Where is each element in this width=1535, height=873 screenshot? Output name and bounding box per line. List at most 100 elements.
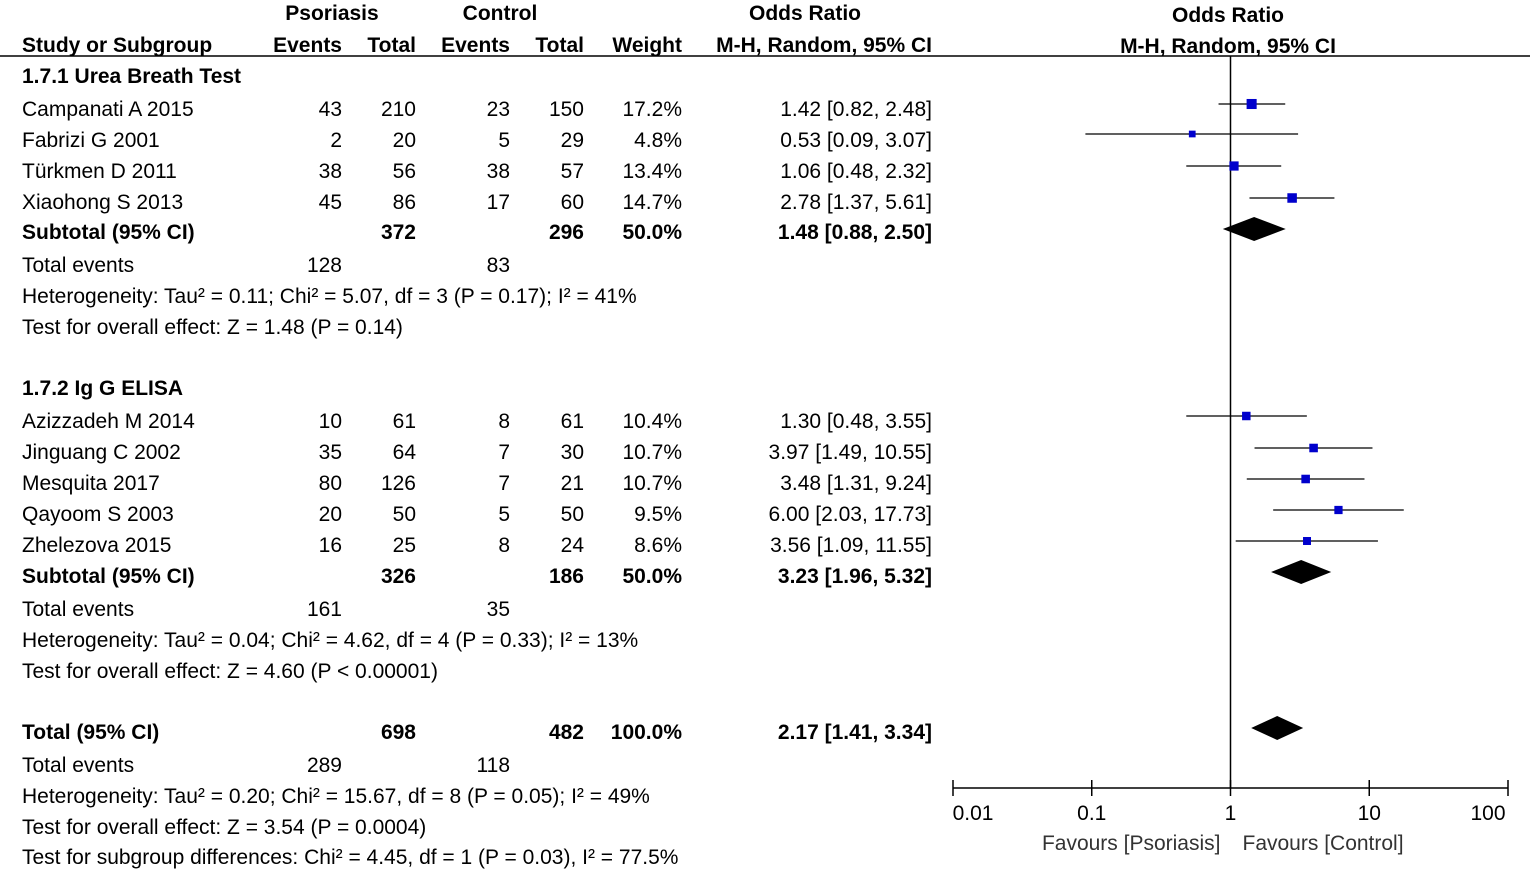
weight: 9.5% <box>634 503 682 526</box>
events2: 5 <box>498 129 510 152</box>
x-tick-label: 100 <box>1470 802 1505 825</box>
study-marker <box>1334 505 1343 515</box>
total-events2: 118 <box>476 754 510 777</box>
study-marker <box>1303 537 1312 545</box>
total1: 86 <box>392 191 416 214</box>
total-events2: 83 <box>486 254 510 277</box>
subtotal-total2: 186 <box>548 565 584 588</box>
weight: 17.2% <box>622 98 682 121</box>
total2: 29 <box>560 129 584 152</box>
subtotal-weight: 50.0% <box>622 221 682 244</box>
events2: 17 <box>486 191 510 214</box>
forest-table: Psoriasis Control Odds Ratio Study or Su… <box>22 2 932 869</box>
events1: 38 <box>318 160 342 183</box>
odds-ratio-ci: 0.53 [0.09, 3.07] <box>780 129 932 152</box>
odds-ratio-ci: 3.48 [1.31, 9.24] <box>780 472 932 495</box>
total1-column-header: Total <box>367 34 416 57</box>
overall-effect-text: Test for overall effect: Z = 3.54 (P = 0… <box>22 816 427 839</box>
plot-marks: 0.01 0.1 1 10 100 Favours [Psoriasis] Favours … <box>952 56 1509 855</box>
effect-header: Odds Ratio <box>748 2 861 25</box>
heterogeneity-text: Heterogeneity: Tau² = 0.11; Chi² = 5.07,… <box>22 285 637 308</box>
total-events1: 289 <box>306 754 342 777</box>
pooled-diamond <box>1251 716 1304 740</box>
total-events2: 35 <box>486 598 510 621</box>
study-marker <box>1242 411 1251 421</box>
study-name: Zhelezova 2015 <box>22 534 172 557</box>
events2: 8 <box>498 410 510 433</box>
subtotal-total2: 296 <box>548 221 584 244</box>
events1: 20 <box>318 503 342 526</box>
odds-ratio-ci: 2.78 [1.37, 5.61] <box>780 191 932 214</box>
total-total2: 482 <box>548 721 584 744</box>
events2: 7 <box>498 472 510 495</box>
group2-header: Control <box>462 2 538 25</box>
study-marker <box>1309 443 1318 453</box>
plot-method: M-H, Random, 95% CI <box>1120 35 1336 58</box>
events2: 23 <box>486 98 510 121</box>
study-name: Mesquita 2017 <box>22 472 160 495</box>
study-name: Jinguang C 2002 <box>22 441 181 464</box>
events1: 10 <box>318 410 342 433</box>
study-name: Fabrizi G 2001 <box>22 129 160 152</box>
weight: 10.7% <box>622 472 682 495</box>
pooled-diamond <box>1222 217 1286 241</box>
weight: 8.6% <box>634 534 682 557</box>
total-events-label: Total events <box>22 598 135 621</box>
total-ci: 2.17 [1.41, 3.34] <box>777 721 932 744</box>
favours-right-label: Favours [Control] <box>1243 832 1404 855</box>
total-events1: 161 <box>306 598 342 621</box>
subtotal-ci: 1.48 [0.88, 2.50] <box>777 221 932 244</box>
subgroup-difference-text: Test for subgroup differences: Chi² = 4.… <box>22 846 679 869</box>
events1: 16 <box>318 534 342 557</box>
study-name: Campanati A 2015 <box>22 98 194 121</box>
events2: 8 <box>498 534 510 557</box>
total-events-label: Total events <box>22 754 135 777</box>
subtotal-total1: 372 <box>380 221 416 244</box>
events1: 45 <box>318 191 342 214</box>
total2: 30 <box>560 441 584 464</box>
study-column-header: Study or Subgroup <box>22 34 213 57</box>
events1-column-header: Events <box>273 34 342 57</box>
plot-title: Odds Ratio <box>1172 4 1284 27</box>
total-label: Total (95% CI) <box>22 721 160 744</box>
total1: 25 <box>392 534 416 557</box>
x-tick-label: 1 <box>1225 802 1237 825</box>
total-events-label: Total events <box>22 254 135 277</box>
total-total1: 698 <box>380 721 416 744</box>
study-marker <box>1287 193 1297 203</box>
study-name: Türkmen D 2011 <box>22 160 177 183</box>
study-marker <box>1229 161 1239 171</box>
total1: 20 <box>392 129 416 152</box>
weight: 10.4% <box>622 410 682 433</box>
odds-ratio-ci: 6.00 [2.03, 17.73] <box>768 503 932 526</box>
overall-effect-text: Test for overall effect: Z = 4.60 (P < 0… <box>22 660 438 683</box>
subtotal-label: Subtotal (95% CI) <box>22 565 195 588</box>
subtotal-ci: 3.23 [1.96, 5.32] <box>777 565 932 588</box>
odds-ratio-ci: 1.30 [0.48, 3.55] <box>780 410 932 433</box>
total1: 126 <box>380 472 416 495</box>
events1: 80 <box>318 472 342 495</box>
study-name: Qayoom S 2003 <box>22 503 174 526</box>
x-tick-label: 10 <box>1358 802 1381 825</box>
odds-ratio-ci: 3.56 [1.09, 11.55] <box>770 534 932 557</box>
method-column-header: M-H, Random, 95% CI <box>716 34 932 57</box>
overall-effect-text: Test for overall effect: Z = 1.48 (P = 0… <box>22 316 403 339</box>
total2: 57 <box>560 160 584 183</box>
total2: 24 <box>560 534 584 557</box>
subgroup-title: 1.7.2 Ig G ELISA <box>22 377 184 400</box>
total-weight: 100.0% <box>610 721 682 744</box>
weight: 14.7% <box>622 191 682 214</box>
events2: 38 <box>486 160 510 183</box>
study-name: Xiaohong S 2013 <box>22 191 184 214</box>
group1-header: Psoriasis <box>285 2 379 25</box>
total2: 60 <box>560 191 584 214</box>
events2: 5 <box>498 503 510 526</box>
odds-ratio-ci: 3.97 [1.49, 10.55] <box>768 441 932 464</box>
total2: 150 <box>548 98 584 121</box>
total2: 21 <box>560 472 584 495</box>
subtotal-label: Subtotal (95% CI) <box>22 221 195 244</box>
weight: 4.8% <box>634 129 682 152</box>
weight-column-header: Weight <box>612 34 682 57</box>
total2: 50 <box>560 503 584 526</box>
